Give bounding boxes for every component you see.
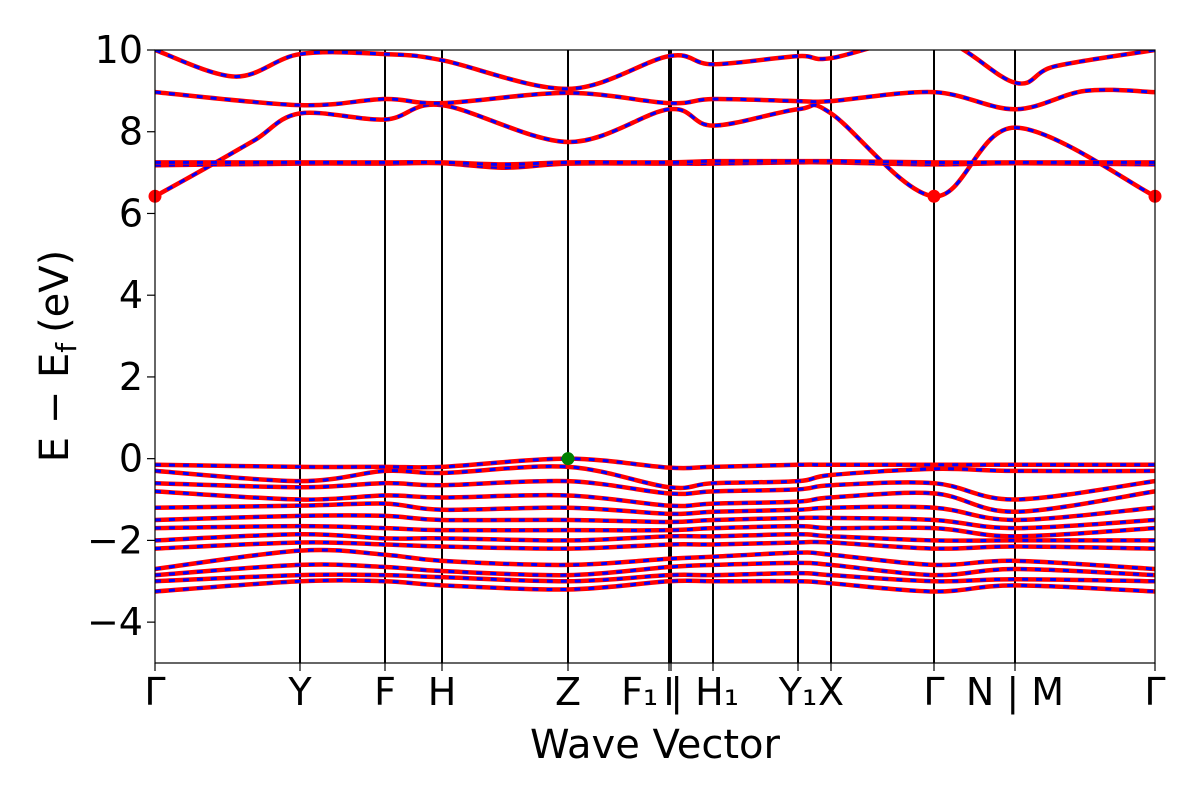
x-tick-label: F xyxy=(374,670,396,714)
plot-frame xyxy=(154,49,1156,664)
x-tick-label: Y₁ xyxy=(778,670,817,714)
band-line-down xyxy=(155,88,1155,111)
x-tick-label: X xyxy=(818,670,844,714)
band-line-down xyxy=(155,524,1155,538)
band-line-down xyxy=(155,561,1155,577)
y-axis-label-main: E − E xyxy=(32,353,78,463)
cbm-marker xyxy=(927,189,941,203)
band-line-down xyxy=(155,532,1155,543)
x-axis-label: Wave Vector xyxy=(530,722,781,768)
x-tick-label: F₁ | H₁ xyxy=(621,670,739,715)
band-line-down xyxy=(155,479,1155,502)
band-line-down xyxy=(155,578,1155,593)
band-line-down xyxy=(155,548,1155,571)
band-line-down xyxy=(155,159,1155,166)
y-tick-label: 8 xyxy=(119,110,143,154)
y-tick-label: 4 xyxy=(119,273,143,317)
band-lines xyxy=(155,50,1155,594)
band-line-down xyxy=(155,50,1155,91)
x-tick-label: Y xyxy=(287,670,312,714)
band-line-down xyxy=(155,501,1155,522)
x-axis-ticks: Γ Y F H Z IF₁ | H₁ Y₁ X Γ N | M Γ xyxy=(144,663,1166,715)
y-tick-label: 2 xyxy=(119,355,143,399)
band-line-up xyxy=(155,158,1155,167)
x-tick-label: Γ xyxy=(923,670,944,714)
y-tick-label: −2 xyxy=(87,518,143,562)
y-axis-label-unit: (eV) xyxy=(32,250,78,333)
y-tick-label: 10 xyxy=(95,28,143,72)
y-axis-label-subscript: f xyxy=(50,342,83,353)
x-tick-label: Z xyxy=(555,670,581,714)
band-line-down xyxy=(155,571,1155,583)
band-line-down xyxy=(155,489,1155,514)
band-line-down xyxy=(155,513,1155,530)
x-tick-label: Γ xyxy=(144,670,165,714)
band-line-down xyxy=(155,540,1155,551)
y-tick-label: 6 xyxy=(119,191,143,235)
y-axis-label: E − Ef (eV) xyxy=(32,250,83,463)
y-tick-label: 0 xyxy=(119,437,143,481)
x-tick-label: I xyxy=(663,670,674,714)
band-line-down xyxy=(155,464,1155,490)
y-tick-label: −4 xyxy=(87,600,143,644)
band-line-down xyxy=(155,103,1155,198)
band-line-up xyxy=(155,456,1155,471)
vbm-marker xyxy=(561,452,575,466)
x-tick-label: Γ xyxy=(1144,670,1165,714)
x-tick-label: N | M xyxy=(966,670,1064,715)
y-axis-ticks: −4 −2 0 2 4 6 8 10 xyxy=(87,28,155,644)
x-tick-label: H xyxy=(428,670,457,714)
